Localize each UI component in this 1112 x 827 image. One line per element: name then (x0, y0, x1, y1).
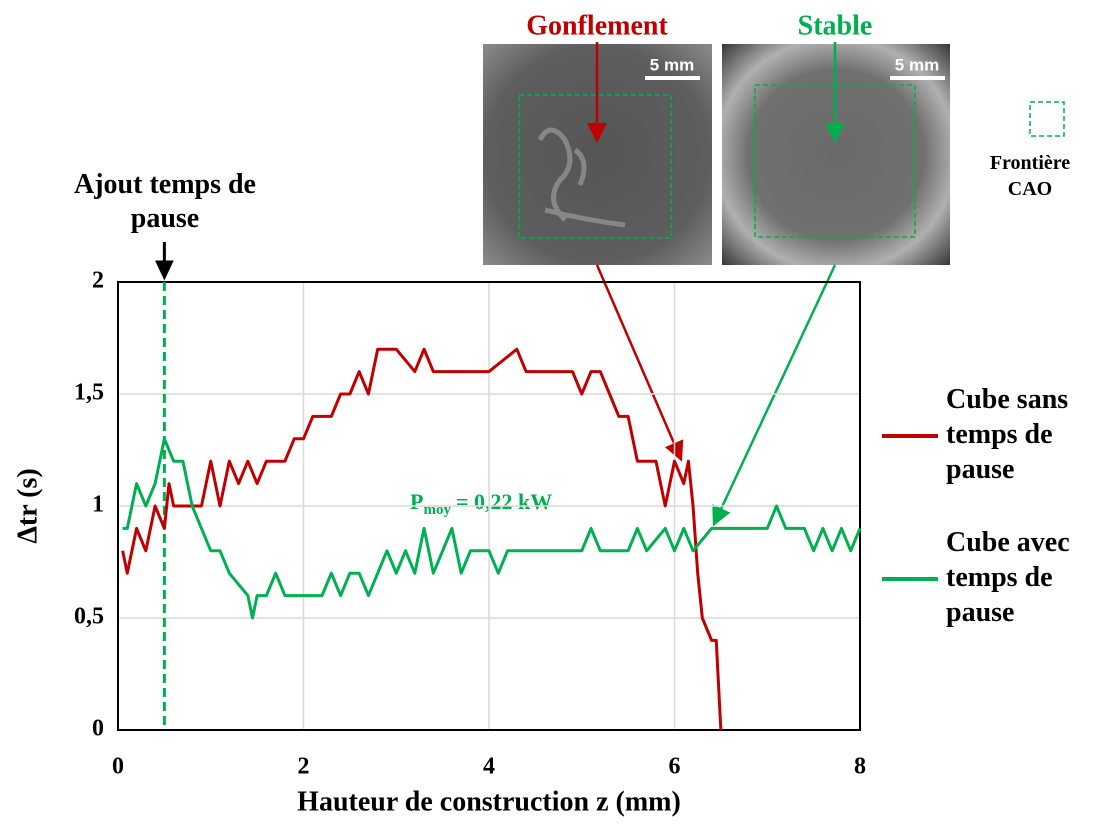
scale-label: 5 mm (650, 55, 694, 74)
arrow (595, 264, 684, 462)
y-tick-label: 0 (92, 716, 104, 742)
power-value: = 0,22 kW (456, 489, 552, 514)
boundary-label: Frontière CAO (989, 152, 1071, 200)
power-symbol: P (410, 489, 423, 514)
power-note: Pmoy = 0,22 kW (410, 489, 552, 518)
pause-arrow (155, 242, 174, 281)
x-tick-label: 8 (854, 754, 866, 780)
x-tick-label: 6 (669, 754, 681, 780)
pause-label: Ajout temps de pause (74, 169, 256, 234)
legend-label: Cube sans temps de pause (946, 384, 1069, 485)
x-tick-label: 2 (298, 754, 310, 780)
data-line (121, 347, 723, 731)
image-title: Stable (798, 10, 873, 41)
x-tick-label: 0 (112, 754, 124, 780)
x-tick-label: 4 (483, 754, 495, 780)
power-subscript: moy (423, 502, 451, 518)
legend-label: Cube avec temps de pause (946, 527, 1070, 628)
scale-label: 5 mm (895, 55, 939, 74)
y-tick-label: 2 (92, 268, 104, 294)
boundary-swatch (1029, 101, 1065, 137)
x-axis-title: Hauteur de construction z (mm) (297, 786, 681, 817)
y-tick-label: 1 (92, 492, 104, 518)
y-tick-label: 1,5 (74, 380, 104, 406)
y-tick-label: 0,5 (74, 604, 104, 630)
data-line (122, 437, 862, 620)
image-title: Gonflement (526, 10, 668, 41)
plot-frame (117, 281, 861, 731)
y-axis-title: Δtr (s) (12, 468, 43, 543)
